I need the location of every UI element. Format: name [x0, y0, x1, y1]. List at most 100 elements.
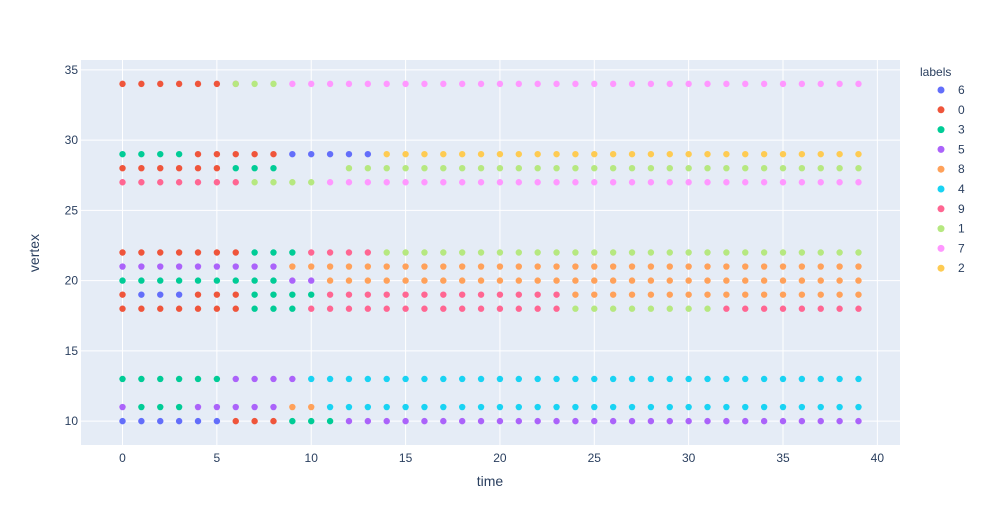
data-point: [194, 417, 202, 425]
legend-item[interactable]: 7: [937, 241, 966, 255]
data-point: [289, 179, 296, 186]
data-point: [572, 150, 579, 158]
data-point: [326, 403, 334, 411]
data-point: [270, 305, 277, 312]
data-point: [723, 305, 730, 312]
data-point: [609, 179, 617, 186]
data-point: [647, 179, 655, 186]
data-point: [572, 403, 579, 411]
data-point: [515, 263, 523, 270]
data-point: [326, 179, 334, 186]
data-point: [308, 150, 315, 158]
data-point: [477, 375, 485, 383]
data-point: [175, 375, 183, 383]
data-point: [458, 305, 466, 312]
data-point: [798, 80, 806, 88]
x-axis-ticks: 0 5 10 15 20 25 30 35 40: [119, 451, 884, 465]
legend-item[interactable]: 9: [937, 202, 966, 216]
data-point: [175, 179, 183, 186]
data-point: [704, 80, 711, 88]
data-point: [213, 417, 221, 425]
data-point: [458, 263, 466, 270]
data-point: [742, 305, 749, 312]
data-point: [251, 263, 258, 270]
data-point: [270, 150, 277, 158]
data-point: [817, 164, 824, 172]
data-point: [798, 249, 806, 256]
data-point: [440, 263, 447, 270]
data-point: [515, 417, 523, 425]
legend-marker: [937, 86, 945, 94]
data-point: [345, 249, 353, 256]
legend-item[interactable]: 8: [937, 162, 966, 176]
legend-item[interactable]: 1: [937, 222, 966, 236]
data-point: [779, 263, 787, 270]
data-point: [760, 375, 768, 383]
data-point: [289, 263, 296, 270]
data-point: [496, 249, 504, 256]
data-point: [157, 403, 164, 411]
data-point: [402, 263, 409, 270]
data-point: [138, 403, 145, 411]
data-point: [666, 249, 673, 256]
legend-item[interactable]: 4: [937, 182, 966, 196]
data-point: [723, 179, 730, 186]
data-point: [458, 403, 466, 411]
data-point: [251, 375, 258, 383]
data-point: [194, 305, 202, 312]
data-point: [836, 305, 843, 312]
data-point: [723, 164, 730, 172]
data-point: [572, 291, 579, 298]
data-point: [798, 291, 806, 298]
data-point: [308, 305, 315, 312]
legend-item[interactable]: 3: [937, 123, 966, 137]
data-point: [591, 403, 598, 411]
data-point: [213, 164, 221, 172]
legend-item[interactable]: 6: [937, 83, 966, 97]
data-point: [421, 417, 428, 425]
data-point: [364, 164, 372, 172]
data-point: [742, 80, 749, 88]
data-point: [175, 263, 183, 270]
legend[interactable]: labels 6 0 3 5 8 4 9 1 7 2: [920, 65, 965, 275]
data-point: [647, 305, 655, 312]
data-point: [798, 263, 806, 270]
data-point: [251, 305, 258, 312]
data-point: [402, 249, 409, 256]
data-point: [817, 403, 824, 411]
data-point: [175, 417, 183, 425]
data-point: [440, 150, 447, 158]
data-point: [760, 150, 768, 158]
data-point: [157, 291, 164, 298]
legend-marker: [937, 244, 945, 252]
data-point: [836, 403, 843, 411]
data-point: [270, 375, 277, 383]
data-point: [836, 375, 843, 383]
data-point: [345, 277, 353, 284]
data-point: [742, 417, 749, 425]
legend-item[interactable]: 5: [937, 142, 966, 156]
data-point: [270, 179, 277, 186]
data-point: [175, 403, 183, 411]
legend-item[interactable]: 0: [937, 103, 966, 117]
data-point: [572, 179, 579, 186]
x-tick-label: 0: [119, 451, 126, 465]
data-point: [572, 375, 579, 383]
data-point: [194, 403, 202, 411]
data-point: [157, 249, 164, 256]
data-point: [553, 249, 560, 256]
data-point: [440, 249, 447, 256]
data-point: [817, 305, 824, 312]
y-tick-label: 30: [65, 133, 79, 147]
data-point: [232, 375, 239, 383]
data-point: [440, 403, 447, 411]
data-point: [496, 80, 504, 88]
data-point: [496, 277, 504, 284]
data-point: [157, 164, 164, 172]
data-point: [855, 150, 862, 158]
data-point: [534, 249, 541, 256]
series-4: [308, 375, 862, 411]
legend-label: 9: [958, 202, 965, 216]
legend-item[interactable]: 2: [937, 261, 966, 275]
data-point: [723, 417, 730, 425]
